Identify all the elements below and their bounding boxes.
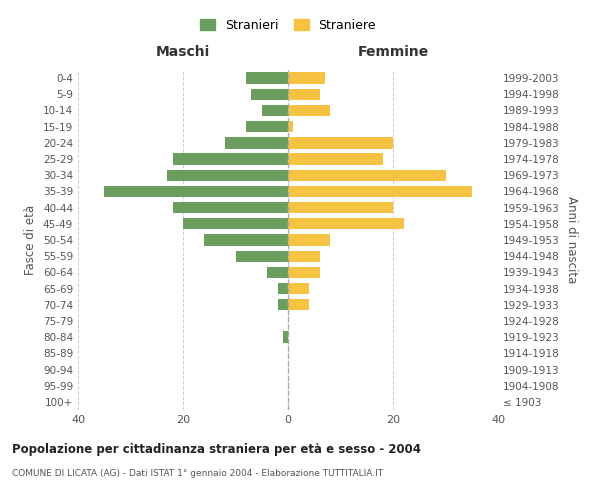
Bar: [277, 299, 288, 310]
Bar: [183, 218, 288, 230]
Text: Maschi: Maschi: [156, 44, 210, 59]
Bar: [204, 234, 288, 246]
Bar: [288, 170, 445, 181]
Bar: [235, 250, 288, 262]
Bar: [262, 105, 288, 116]
Bar: [267, 266, 288, 278]
Y-axis label: Fasce di età: Fasce di età: [25, 205, 37, 275]
Bar: [288, 250, 320, 262]
Bar: [288, 88, 320, 100]
Text: Femmine: Femmine: [358, 44, 428, 59]
Bar: [288, 234, 330, 246]
Bar: [288, 121, 293, 132]
Bar: [288, 266, 320, 278]
Text: Popolazione per cittadinanza straniera per età e sesso - 2004: Popolazione per cittadinanza straniera p…: [12, 442, 421, 456]
Bar: [173, 202, 288, 213]
Legend: Stranieri, Straniere: Stranieri, Straniere: [195, 14, 381, 37]
Bar: [173, 154, 288, 164]
Bar: [288, 186, 472, 197]
Bar: [246, 121, 288, 132]
Bar: [277, 283, 288, 294]
Bar: [288, 202, 393, 213]
Bar: [225, 137, 288, 148]
Bar: [104, 186, 288, 197]
Bar: [288, 283, 309, 294]
Bar: [251, 88, 288, 100]
Bar: [167, 170, 288, 181]
Bar: [288, 105, 330, 116]
Bar: [288, 137, 393, 148]
Bar: [288, 218, 404, 230]
Bar: [288, 299, 309, 310]
Bar: [246, 72, 288, 84]
Bar: [288, 154, 383, 164]
Bar: [283, 332, 288, 343]
Text: COMUNE DI LICATA (AG) - Dati ISTAT 1° gennaio 2004 - Elaborazione TUTTITALIA.IT: COMUNE DI LICATA (AG) - Dati ISTAT 1° ge…: [12, 469, 383, 478]
Bar: [288, 72, 325, 84]
Y-axis label: Anni di nascita: Anni di nascita: [565, 196, 578, 284]
